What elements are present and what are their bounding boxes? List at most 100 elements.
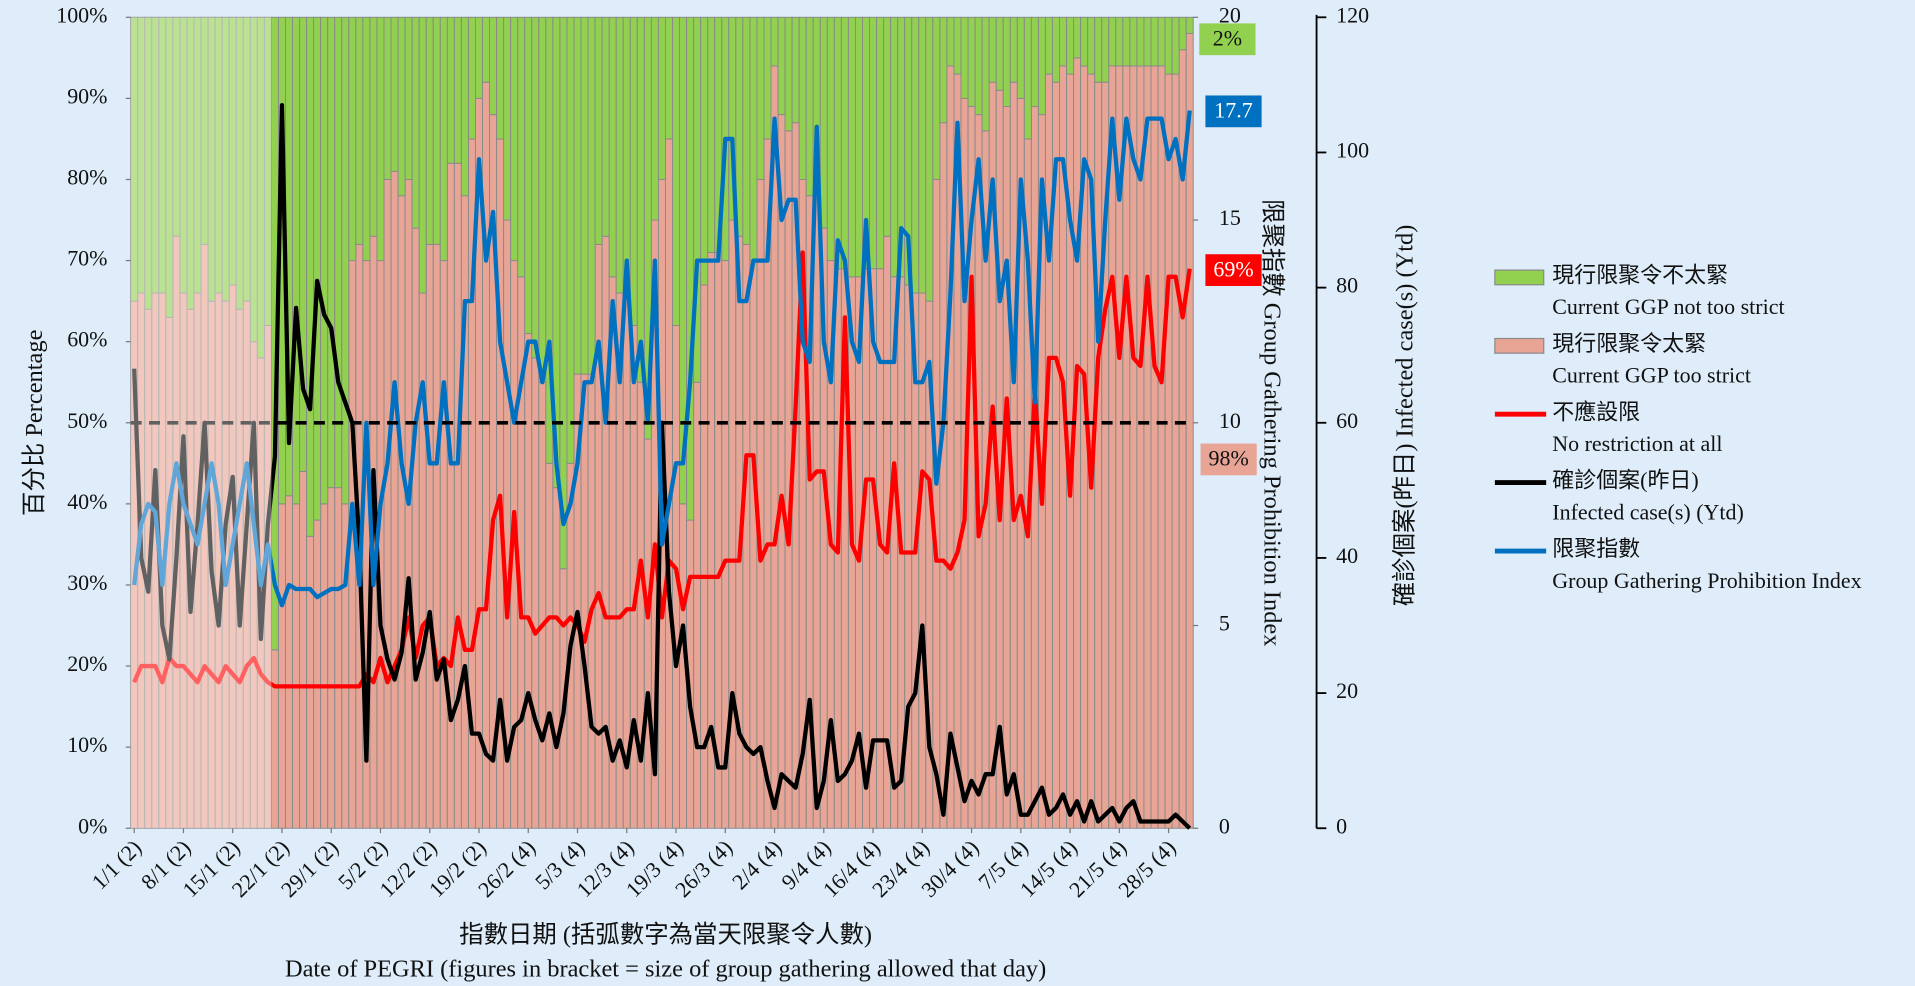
end-label-box	[1200, 443, 1257, 476]
bar	[1030, 16, 1039, 107]
legend-label: 現行限聚令不太緊	[1552, 262, 1728, 287]
bar	[939, 16, 948, 124]
bar	[320, 503, 329, 829]
legend-label: 確診個案(昨日)	[1552, 468, 1698, 493]
bar	[763, 16, 772, 140]
bar	[531, 357, 540, 829]
bar	[967, 16, 976, 107]
y2-tick-label: 15	[1219, 205, 1241, 230]
bar	[1059, 16, 1068, 67]
bar	[327, 16, 336, 489]
y2-axis-title: 限聚指數 Group Gathering Prohibition Index	[1259, 199, 1286, 646]
y-tick-label: 20%	[67, 651, 107, 676]
bar	[418, 16, 427, 294]
y3-axis-title: 確診個案(昨日) Infected case(s) (Ytd)	[1392, 225, 1419, 607]
bar	[383, 16, 392, 180]
bar	[622, 16, 631, 286]
bar	[1157, 16, 1166, 67]
x-axis-subtitle: Date of PEGRI (figures in bracket = size…	[285, 956, 1046, 983]
line	[132, 250, 1192, 689]
bar	[1178, 16, 1187, 51]
bar	[538, 16, 547, 383]
bar	[995, 16, 1004, 91]
bar	[869, 16, 878, 270]
bar	[608, 16, 617, 278]
bar	[1009, 16, 1018, 83]
bar	[362, 16, 371, 262]
bar	[770, 16, 779, 67]
bar	[411, 16, 420, 229]
bar	[932, 179, 941, 829]
legend-label: 現行限聚令太緊	[1552, 331, 1706, 356]
bar	[404, 16, 413, 180]
bar	[686, 16, 695, 521]
bar	[425, 243, 434, 829]
bar	[545, 462, 554, 829]
y-tick-label: 90%	[67, 83, 107, 108]
bar	[482, 81, 491, 829]
bar	[657, 16, 666, 180]
bar	[1150, 16, 1159, 67]
bar	[390, 170, 399, 829]
y2-tick-label: 5	[1219, 611, 1230, 636]
bar	[580, 16, 589, 375]
bar	[517, 16, 526, 278]
legend-label: No restriction at all	[1552, 431, 1722, 456]
bar	[1080, 16, 1089, 67]
bar	[425, 16, 434, 245]
bar	[601, 16, 610, 237]
bar	[707, 16, 716, 253]
bar	[284, 495, 294, 829]
bar	[341, 16, 350, 505]
x-axis-title: 指數日期 (括弧數字為當天限聚令人數)	[459, 922, 872, 949]
bar	[467, 16, 476, 140]
bar	[580, 373, 589, 829]
bar	[1171, 73, 1180, 829]
legend-swatch	[1494, 337, 1545, 354]
bar	[383, 179, 392, 829]
bar	[524, 333, 533, 829]
bar	[320, 16, 329, 505]
legend-swatch	[1494, 269, 1545, 286]
bar	[1108, 16, 1117, 67]
bar	[292, 16, 301, 505]
bar	[854, 16, 863, 278]
bar	[306, 535, 315, 829]
y-tick-label: 0%	[78, 813, 107, 838]
bar	[791, 16, 800, 124]
y3-tick-label: 60	[1336, 408, 1358, 433]
line	[132, 110, 1192, 608]
bar	[432, 16, 441, 245]
bar	[482, 16, 491, 83]
bar	[587, 16, 596, 375]
bar	[826, 16, 835, 262]
bar	[1094, 81, 1103, 829]
y-tick-label: 30%	[67, 570, 107, 595]
bar	[453, 162, 462, 829]
bar	[1150, 65, 1159, 829]
bar	[1129, 16, 1138, 67]
bar	[313, 519, 322, 829]
y2-tick-label: 0	[1219, 813, 1230, 838]
y2-tick-label: 10	[1219, 408, 1241, 433]
end-label-box	[1205, 254, 1262, 286]
bar	[784, 16, 793, 132]
y-tick-label: 50%	[67, 408, 107, 433]
bar	[693, 381, 702, 829]
bar	[397, 195, 406, 829]
bar	[460, 16, 469, 197]
bar	[299, 470, 308, 829]
bar	[636, 16, 645, 383]
bar	[1044, 16, 1053, 75]
bar	[334, 487, 343, 829]
y3-tick-label: 20	[1336, 678, 1358, 703]
bar	[594, 243, 603, 829]
bar	[1115, 16, 1124, 67]
bar	[629, 16, 638, 326]
bar	[460, 195, 469, 829]
legend-label: Current GGP not too strict	[1552, 294, 1784, 319]
bar	[925, 16, 934, 302]
y3-tick-label: 40	[1336, 543, 1358, 568]
